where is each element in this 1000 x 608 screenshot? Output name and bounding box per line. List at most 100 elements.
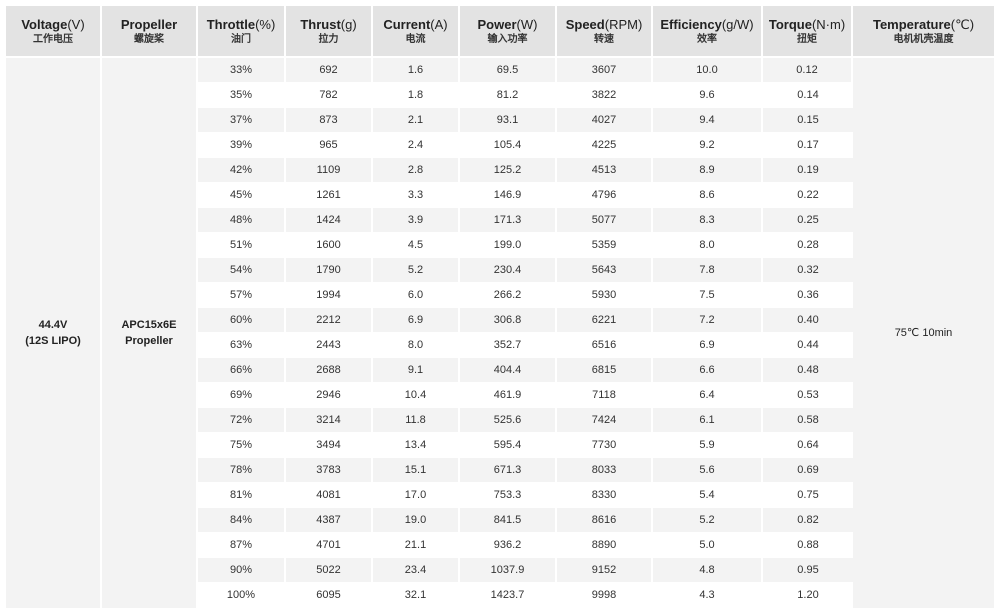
torque-cell: 0.32 [763, 258, 853, 283]
speed-cell: 8330 [557, 483, 653, 508]
header-gap [6, 56, 994, 58]
efficiency-cell: 9.6 [653, 83, 763, 108]
table-row: 37% 873 2.1 93.1 4027 9.4 0.15 [6, 108, 994, 133]
power-cell: 146.9 [460, 183, 557, 208]
thrust-cell: 1424 [286, 208, 373, 233]
current-cell: 15.1 [373, 458, 460, 483]
col-header-voltage: Voltage(V) 工作电压 [6, 6, 102, 56]
speed-cell: 6815 [557, 358, 653, 383]
speed-cell: 9152 [557, 558, 653, 583]
power-cell: 266.2 [460, 283, 557, 308]
torque-cell: 0.88 [763, 533, 853, 558]
efficiency-cell: 5.4 [653, 483, 763, 508]
col-header-propeller: Propeller 螺旋桨 [102, 6, 198, 56]
speed-cell: 5930 [557, 283, 653, 308]
table-row: 63% 2443 8.0 352.7 6516 6.9 0.44 [6, 333, 994, 358]
propeller-cell: APC15x6E Propeller [102, 58, 198, 608]
thrust-cell: 2443 [286, 333, 373, 358]
throttle-cell: 54% [198, 258, 286, 283]
thrust-cell: 3783 [286, 458, 373, 483]
current-cell: 21.1 [373, 533, 460, 558]
throttle-cell: 69% [198, 383, 286, 408]
table-row: 66% 2688 9.1 404.4 6815 6.6 0.48 [6, 358, 994, 383]
table-row: 78% 3783 15.1 671.3 8033 5.6 0.69 [6, 458, 994, 483]
throttle-cell: 42% [198, 158, 286, 183]
speed-cell: 3607 [557, 58, 653, 83]
thrust-cell: 3214 [286, 408, 373, 433]
thrust-cell: 1261 [286, 183, 373, 208]
throttle-cell: 35% [198, 83, 286, 108]
efficiency-cell: 6.4 [653, 383, 763, 408]
torque-cell: 1.20 [763, 583, 853, 608]
efficiency-cell: 8.6 [653, 183, 763, 208]
thrust-cell: 2212 [286, 308, 373, 333]
power-cell: 841.5 [460, 508, 557, 533]
thrust-cell: 1109 [286, 158, 373, 183]
speed-cell: 8033 [557, 458, 653, 483]
current-cell: 1.6 [373, 58, 460, 83]
speed-cell: 7730 [557, 433, 653, 458]
propeller-label: Propeller [125, 335, 173, 347]
col-header-power: Power(W) 输入功率 [460, 6, 557, 56]
col-header-current: Current(A) 电流 [373, 6, 460, 56]
power-cell: 753.3 [460, 483, 557, 508]
thrust-cell: 692 [286, 58, 373, 83]
current-cell: 4.5 [373, 233, 460, 258]
torque-cell: 0.36 [763, 283, 853, 308]
efficiency-cell: 7.8 [653, 258, 763, 283]
throttle-cell: 90% [198, 558, 286, 583]
torque-cell: 0.25 [763, 208, 853, 233]
torque-cell: 0.75 [763, 483, 853, 508]
efficiency-cell: 5.6 [653, 458, 763, 483]
current-cell: 23.4 [373, 558, 460, 583]
table-row: 48% 1424 3.9 171.3 5077 8.3 0.25 [6, 208, 994, 233]
table-row: 90% 5022 23.4 1037.9 9152 4.8 0.95 [6, 558, 994, 583]
thrust-cell: 1994 [286, 283, 373, 308]
thrust-cell: 1790 [286, 258, 373, 283]
battery-type: (12S LIPO) [25, 335, 81, 347]
efficiency-cell: 8.0 [653, 233, 763, 258]
throttle-cell: 33% [198, 58, 286, 83]
efficiency-cell: 4.8 [653, 558, 763, 583]
throttle-cell: 57% [198, 283, 286, 308]
efficiency-cell: 7.5 [653, 283, 763, 308]
efficiency-cell: 8.3 [653, 208, 763, 233]
throttle-cell: 72% [198, 408, 286, 433]
speed-cell: 5359 [557, 233, 653, 258]
speed-cell: 4225 [557, 133, 653, 158]
power-cell: 595.4 [460, 433, 557, 458]
speed-cell: 6221 [557, 308, 653, 333]
power-cell: 404.4 [460, 358, 557, 383]
speed-cell: 9998 [557, 583, 653, 608]
speed-cell: 7424 [557, 408, 653, 433]
torque-cell: 0.19 [763, 158, 853, 183]
throttle-cell: 37% [198, 108, 286, 133]
power-cell: 105.4 [460, 133, 557, 158]
col-header-speed: Speed(RPM) 转速 [557, 6, 653, 56]
torque-cell: 0.64 [763, 433, 853, 458]
current-cell: 17.0 [373, 483, 460, 508]
speed-cell: 7118 [557, 383, 653, 408]
power-cell: 525.6 [460, 408, 557, 433]
propeller-model: APC15x6E [121, 319, 177, 331]
speed-cell: 3822 [557, 83, 653, 108]
thrust-cell: 2946 [286, 383, 373, 408]
thrust-cell: 782 [286, 83, 373, 108]
torque-cell: 0.69 [763, 458, 853, 483]
speed-cell: 4513 [557, 158, 653, 183]
col-header-torque: Torque(N·m) 扭矩 [763, 6, 853, 56]
power-cell: 352.7 [460, 333, 557, 358]
torque-cell: 0.17 [763, 133, 853, 158]
current-cell: 1.8 [373, 83, 460, 108]
efficiency-cell: 6.1 [653, 408, 763, 433]
col-header-throttle: Throttle(%) 油门 [198, 6, 286, 56]
table-row: 44.4V (12S LIPO) APC15x6E Propeller 33% 692 1.… [6, 58, 994, 608]
temperature-cell: 75℃ 10min [853, 58, 994, 608]
throttle-cell: 75% [198, 433, 286, 458]
thrust-cell: 965 [286, 133, 373, 158]
col-header-thrust: Thrust(g) 拉力 [286, 6, 373, 56]
current-cell: 2.8 [373, 158, 460, 183]
table-row: 84% 4387 19.0 841.5 8616 5.2 0.82 [6, 508, 994, 533]
efficiency-cell: 6.9 [653, 333, 763, 358]
efficiency-cell: 4.3 [653, 583, 763, 608]
